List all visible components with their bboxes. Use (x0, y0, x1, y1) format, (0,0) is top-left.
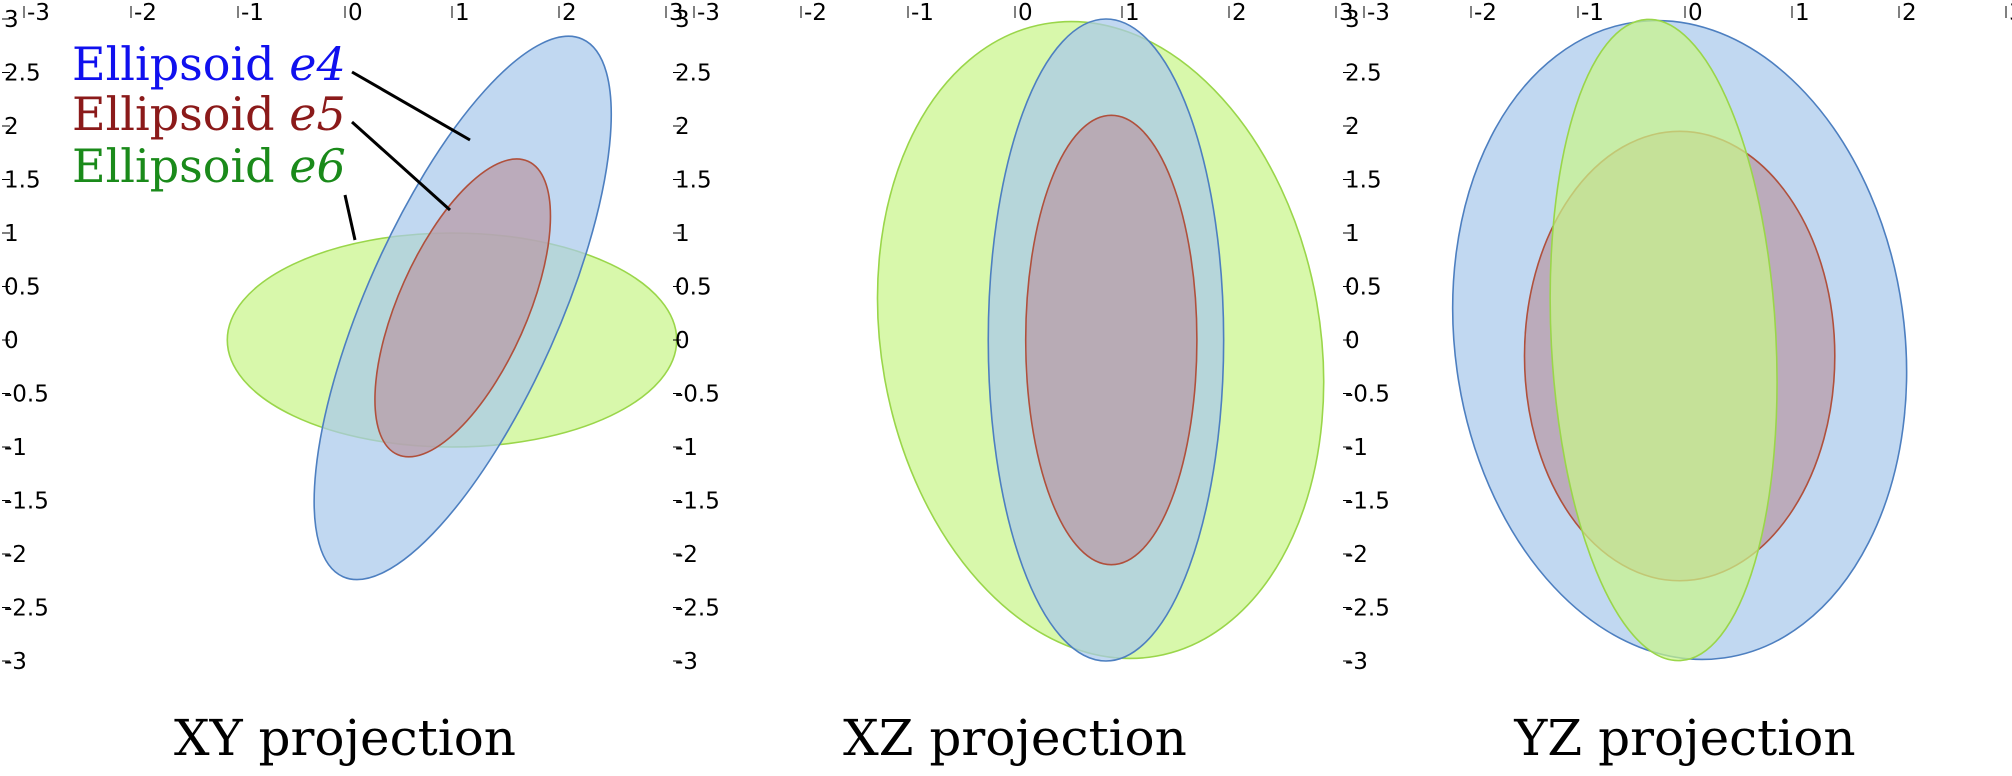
x-tick-label: 1 (1795, 0, 1810, 26)
y-tick-label: 0.5 (675, 275, 712, 301)
y-tick-label: 0 (675, 328, 690, 354)
x-tick-label: -2 (804, 0, 827, 26)
y-tick-label: -2.5 (4, 596, 49, 622)
panel-3: -3 -2 -1 0 1 2 3 -3 -2.5 -2 -1.5 -1 -0.5 0 0.5 1 1.5 2 2.5… (1343, 0, 2012, 767)
x-tick-label: -2 (1474, 0, 1497, 26)
y-tick-label: -1.5 (4, 489, 49, 515)
x-tick-label: -1 (241, 0, 264, 26)
y-tick-label: -3 (4, 649, 27, 675)
y-tick-label: -0.5 (4, 382, 49, 408)
y-tick-label: 1 (4, 221, 19, 247)
y-tick-label: -0.5 (675, 382, 720, 408)
y-tick-label: 2 (1345, 114, 1360, 140)
panel-2: -3 -2 -1 0 1 2 3 -3 -2.5 -2 -1.5 -1 -0.5 0 0.5 1 1.5 2 2.5… (673, 0, 1354, 767)
x-tick-label: -2 (134, 0, 157, 26)
y-tick-label: -1 (675, 435, 698, 461)
y-tick-label: 0 (4, 328, 19, 354)
legend-entry-e5: Ellipsoid e5 (72, 87, 346, 141)
y-tick-label: 3 (1345, 7, 1360, 33)
legend-leader-line (343, 194, 357, 241)
y-tick-label: 2 (675, 114, 690, 140)
y-tick-label: -1.5 (675, 489, 720, 515)
legend-leader-line (350, 120, 452, 212)
y-tick-label: -0.5 (1345, 382, 1390, 408)
legend-entry-e4: Ellipsoid e4 (72, 37, 346, 91)
y-tick-label: 1 (675, 221, 690, 247)
x-tick-label: -3 (27, 0, 50, 26)
x-tick-label: -3 (697, 0, 720, 26)
y-tick-label: -1 (4, 435, 27, 461)
y-tick-label: -2 (1345, 542, 1368, 568)
y-tick-label: 2 (4, 114, 19, 140)
x-tick-label: 2 (1232, 0, 1247, 26)
x-tick-label: 0 (1018, 0, 1033, 26)
x-tick-label: 0 (348, 0, 363, 26)
y-tick-label: 1.5 (1345, 168, 1382, 194)
y-tick-label: 1.5 (4, 168, 41, 194)
panel-caption: XZ projection (843, 709, 1187, 767)
legend-leader-line (351, 70, 471, 142)
y-tick-label: -3 (1345, 649, 1368, 675)
y-tick-label: 1.5 (675, 168, 712, 194)
x-tick-label: -1 (911, 0, 934, 26)
x-tick-label: 0 (1688, 0, 1703, 26)
y-tick-label: 0 (1345, 328, 1360, 354)
ellipse-e5 (1024, 114, 1198, 566)
x-tick-label: 1 (455, 0, 470, 26)
panel-1: -3 -2 -1 0 1 2 3 -3 -2.5 -2 -1.5 -1 -0.5 0 0.5 1 1.5 2 2.5… (2, 0, 684, 767)
y-tick-label: 0.5 (1345, 275, 1382, 301)
legend-entry-e6: Ellipsoid e6 (72, 139, 346, 193)
y-tick-label: 0.5 (4, 275, 41, 301)
panel-caption: YZ projection (1513, 709, 1855, 767)
y-tick-label: -2 (675, 542, 698, 568)
x-tick-label: 2 (562, 0, 577, 26)
y-tick-label: 2.5 (1345, 61, 1382, 87)
y-tick-label: 1 (1345, 221, 1360, 247)
y-tick-label: 2.5 (675, 61, 712, 87)
x-tick-label: -1 (1581, 0, 1604, 26)
x-tick-label: 3 (2009, 0, 2012, 26)
panel-caption: XY projection (174, 709, 516, 767)
y-tick-label: 2.5 (4, 61, 41, 87)
y-tick-label: 3 (4, 7, 19, 33)
x-tick-label: 2 (1902, 0, 1917, 26)
y-tick-label: -2.5 (675, 596, 720, 622)
y-tick-label: 3 (675, 7, 690, 33)
y-tick-label: -2 (4, 542, 27, 568)
x-tick-label: -3 (1367, 0, 1390, 26)
y-tick-label: -3 (675, 649, 698, 675)
y-tick-label: -2.5 (1345, 596, 1390, 622)
y-tick-label: -1.5 (1345, 489, 1390, 515)
ellipse-e6 (1549, 18, 1778, 662)
x-tick-label: 1 (1125, 0, 1140, 26)
y-tick-label: -1 (1345, 435, 1368, 461)
ellipse-e5 (374, 158, 552, 458)
